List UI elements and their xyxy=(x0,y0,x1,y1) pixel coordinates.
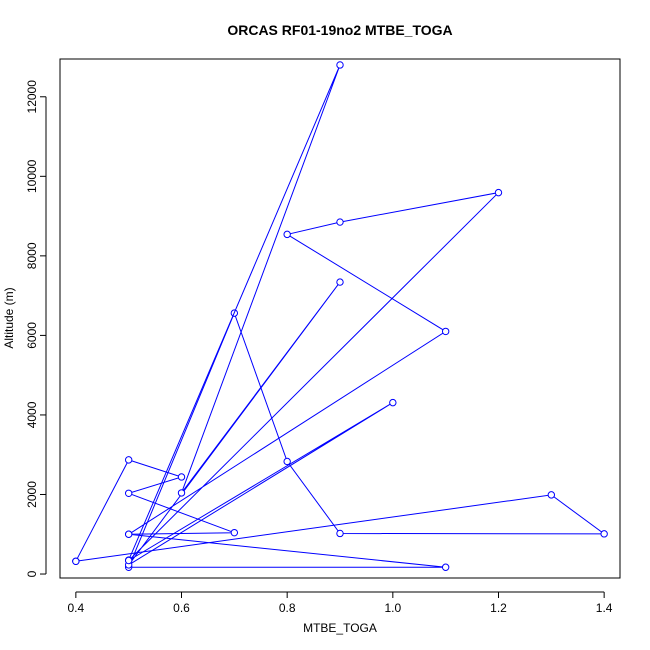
x-tick-label: 0.4 xyxy=(68,601,85,615)
data-point xyxy=(389,398,397,407)
data-point xyxy=(336,61,344,69)
series-line xyxy=(75,311,606,568)
data-point xyxy=(441,327,450,336)
series-1 xyxy=(72,309,608,571)
y-tick-label: 12000 xyxy=(25,80,39,114)
data-point xyxy=(72,557,80,565)
y-tick-label: 2000 xyxy=(25,481,39,508)
series-layer xyxy=(72,61,608,571)
data-point xyxy=(283,457,291,466)
data-point xyxy=(441,563,450,571)
x-tick-label: 1.0 xyxy=(384,601,401,615)
data-point xyxy=(336,529,344,538)
y-tick-label: 6000 xyxy=(25,322,39,349)
series-2 xyxy=(124,61,503,569)
y-tick-label: 8000 xyxy=(25,242,39,269)
data-point xyxy=(494,188,503,197)
data-point xyxy=(336,278,344,286)
x-tick-label: 0.6 xyxy=(173,601,190,615)
chart-title: ORCAS RF01-19no2 MTBE_TOGA xyxy=(227,22,452,38)
y-tick-label: 10000 xyxy=(25,159,39,193)
data-point xyxy=(600,530,608,538)
y-axis-label: Altitude (m) xyxy=(2,287,16,348)
data-point xyxy=(547,491,556,499)
data-point xyxy=(124,489,133,497)
data-point xyxy=(124,556,133,565)
data-point xyxy=(336,218,344,226)
axes: 0.4 0.6 0.8 1.0 1.2 1.4 0 2000 4000 6000 8000 10000… xyxy=(25,80,613,615)
data-point xyxy=(177,473,186,481)
x-axis-label: MTBE_TOGA xyxy=(303,621,377,635)
data-point xyxy=(230,528,239,537)
x-tick-label: 1.2 xyxy=(490,601,507,615)
plot-frame xyxy=(59,58,621,579)
x-tick-label: 0.8 xyxy=(279,601,296,615)
y-tick-label: 4000 xyxy=(25,401,39,428)
series-line xyxy=(128,64,501,566)
x-tick-label: 1.4 xyxy=(596,601,613,615)
data-point xyxy=(283,230,291,239)
data-point xyxy=(124,456,133,464)
y-tick-label: 0 xyxy=(25,570,39,577)
data-point xyxy=(124,530,133,538)
data-point xyxy=(177,489,186,497)
